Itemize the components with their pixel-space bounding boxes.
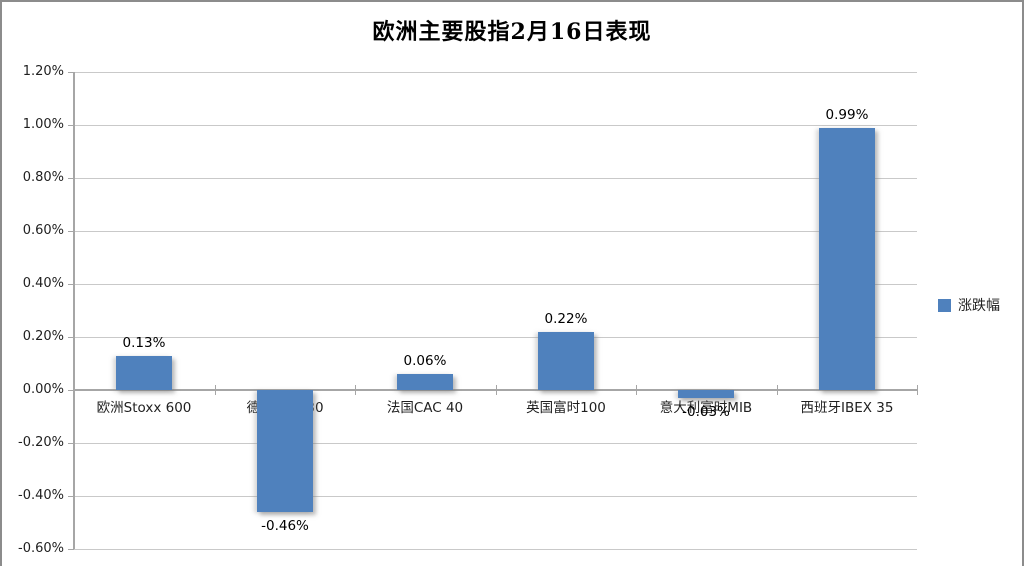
gridline	[74, 496, 917, 497]
x-axis-tick	[777, 385, 778, 395]
legend: 涨跌幅	[938, 295, 1000, 315]
y-axis-tick	[68, 549, 74, 550]
x-axis-tick	[496, 385, 497, 395]
y-axis-tick	[68, 72, 74, 73]
bar-data-label: -0.03%	[682, 404, 730, 420]
legend-marker-square	[938, 298, 951, 312]
gridline	[74, 178, 917, 179]
y-axis-tick-label: 0.20%	[22, 329, 64, 344]
category-label: 意大利富时MIB	[659, 400, 753, 416]
y-axis-tick-label: 1.20%	[22, 64, 64, 79]
bar	[819, 128, 875, 390]
category-label: 法国CAC 40	[386, 400, 464, 416]
gridline	[74, 125, 917, 126]
y-axis-tick	[68, 178, 74, 179]
y-axis-tick-label: -0.60%	[18, 541, 64, 556]
x-axis-tick	[74, 385, 75, 395]
gridline	[74, 284, 917, 285]
bar-data-label: 0.13%	[122, 335, 166, 351]
gridline	[74, 443, 917, 444]
bar	[538, 332, 594, 390]
legend-label: 涨跌幅	[958, 298, 1000, 314]
y-axis-tick	[68, 443, 74, 444]
gridline	[74, 231, 917, 232]
gridline	[74, 337, 917, 338]
category-label: 英国富时100	[526, 400, 606, 416]
y-axis-tick-label: 1.00%	[22, 117, 64, 132]
y-axis-tick-label: 0.40%	[22, 276, 64, 291]
gridline	[74, 72, 917, 73]
bar-data-label: -0.46%	[261, 518, 309, 534]
category-label: 西班牙IBEX 35	[800, 400, 894, 416]
bar-data-label: 0.99%	[825, 107, 869, 123]
bar-data-label: 0.06%	[403, 353, 447, 369]
y-axis-tick-label: 0.80%	[22, 170, 64, 185]
y-axis-tick	[68, 496, 74, 497]
x-axis-tick	[355, 385, 356, 395]
x-axis-tick	[215, 385, 216, 395]
bar	[116, 356, 172, 390]
y-axis-line	[73, 72, 75, 549]
bar-data-label: 0.22%	[544, 311, 588, 327]
chart-title: 欧洲主要股指2月16日表现	[372, 19, 652, 45]
category-label: 欧洲Stoxx 600	[96, 400, 192, 416]
bar	[257, 390, 313, 512]
y-axis-tick	[68, 284, 74, 285]
y-axis-tick	[68, 337, 74, 338]
y-axis-tick-label: 0.00%	[22, 382, 64, 397]
y-axis-tick	[68, 125, 74, 126]
y-axis-tick	[68, 390, 74, 391]
y-axis-tick-label: -0.40%	[18, 488, 64, 503]
y-axis-tick-label: 0.60%	[22, 223, 64, 238]
y-axis-tick-label: -0.20%	[18, 435, 64, 450]
bar	[678, 390, 734, 398]
x-axis-tick	[636, 385, 637, 395]
bar	[397, 374, 453, 390]
gridline	[74, 549, 917, 550]
y-axis-tick	[68, 231, 74, 232]
x-axis-line	[74, 389, 917, 391]
x-axis-tick	[917, 385, 918, 395]
